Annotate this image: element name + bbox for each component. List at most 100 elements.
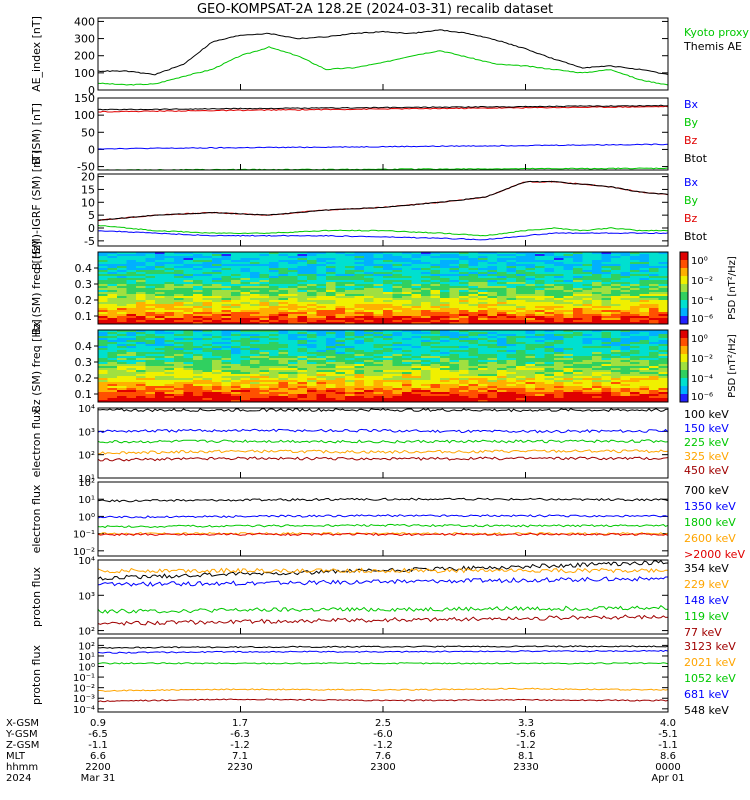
spectrogram-cell xyxy=(231,274,241,277)
spectrogram-cell xyxy=(658,374,669,377)
spectrogram-cell xyxy=(649,380,659,383)
spectrogram-cell xyxy=(354,370,365,373)
spectrogram-cell xyxy=(573,336,583,339)
spectrogram-cell xyxy=(288,306,298,309)
spectrogram-cell xyxy=(117,310,127,313)
spectrogram-cell xyxy=(145,366,156,369)
spectrogram-cell xyxy=(421,360,431,363)
spectrogram-cell xyxy=(202,382,213,385)
spectrogram-cell xyxy=(231,310,241,313)
spectrogram-cell xyxy=(411,280,422,283)
spectrogram-cell xyxy=(136,320,146,323)
spectrogram-cell xyxy=(544,376,555,379)
spectrogram-cell xyxy=(582,296,593,299)
spectrogram-cell xyxy=(649,268,659,271)
spectrogram-cell xyxy=(221,354,232,357)
spectrogram-cell xyxy=(316,400,327,403)
spectrogram-cell xyxy=(459,350,469,353)
spectrogram-cell xyxy=(240,310,251,313)
spectrogram-cell xyxy=(658,294,669,297)
spectrogram-cell xyxy=(630,346,640,349)
spectrogram-cell xyxy=(573,334,583,337)
spectrogram-cell xyxy=(155,360,165,363)
y-axis-label: B (SM)-IGRF (SM) [nT] xyxy=(30,150,43,270)
spectrogram-cell xyxy=(649,364,659,367)
spectrogram-cell xyxy=(468,342,479,345)
spectrogram-cell xyxy=(364,358,374,361)
spectrogram-cell xyxy=(392,364,403,367)
spectrogram-cell xyxy=(307,302,317,305)
spectrogram-cell xyxy=(544,392,555,395)
y-tick-label: 0.3 xyxy=(75,356,93,369)
spectrogram-cell xyxy=(649,290,659,293)
spectrogram-cell xyxy=(582,332,593,335)
spectrogram-cell xyxy=(335,346,346,349)
spectrogram-cell xyxy=(544,294,555,297)
spectrogram-cell xyxy=(373,288,384,291)
spectrogram-cell xyxy=(525,290,536,293)
spectrogram-cell xyxy=(516,344,526,347)
spectrogram-cell xyxy=(288,310,298,313)
spectrogram-cell xyxy=(117,288,127,291)
y-tick-label: 10² xyxy=(78,478,95,489)
spectrogram-cell xyxy=(611,378,621,381)
spectrogram-cell xyxy=(411,382,422,385)
spectrogram-cell xyxy=(430,332,441,335)
spectrogram-cell xyxy=(516,284,526,287)
spectrogram-cell xyxy=(145,296,156,299)
spectrogram-cell xyxy=(345,256,355,259)
spectrogram-cell xyxy=(126,300,137,303)
spectrogram-cell xyxy=(164,282,175,285)
y-tick-label: 10¹ xyxy=(78,474,95,485)
spectrogram-cell xyxy=(278,388,289,391)
spectrogram-cell xyxy=(582,322,593,325)
spectrogram-cell xyxy=(649,254,659,257)
spectrogram-cell xyxy=(411,352,422,355)
spectrogram-cell xyxy=(573,316,583,319)
spectrogram-cell xyxy=(364,272,374,275)
spectrogram-cell xyxy=(535,288,545,291)
spectrogram-cell xyxy=(231,316,241,319)
spectrogram-cell xyxy=(345,362,355,365)
spectrogram-cell xyxy=(231,306,241,309)
spectrogram-cell xyxy=(269,270,279,273)
spectrogram-cell xyxy=(345,258,355,261)
spectrogram-cell xyxy=(354,308,365,311)
spectrogram-cell xyxy=(639,276,650,279)
spectrogram-cell xyxy=(373,378,384,381)
spectrogram-cell xyxy=(364,336,374,339)
spectrogram-cell xyxy=(164,352,175,355)
spectrogram-cell xyxy=(392,344,403,347)
spectrogram-cell xyxy=(544,382,555,385)
spectrogram-cell xyxy=(183,354,194,357)
spectrogram-cell xyxy=(639,352,650,355)
spectrogram-cell xyxy=(212,348,222,351)
spectrogram-cell xyxy=(335,254,346,257)
spectrogram-cell xyxy=(573,262,583,265)
spectrogram-cell xyxy=(421,350,431,353)
spectrogram-cell xyxy=(449,386,460,389)
colorbar-swatch xyxy=(680,252,688,261)
spectrogram-cell xyxy=(392,394,403,397)
spectrogram-cell xyxy=(516,260,526,263)
spectrogram-cell xyxy=(630,304,640,307)
spectrogram-cell xyxy=(117,334,127,337)
spectrogram-cell xyxy=(202,320,213,323)
spectrogram-cell xyxy=(250,356,260,359)
spectrogram-cell xyxy=(592,256,602,259)
spectrogram-cell xyxy=(468,320,479,323)
spectrogram-cell xyxy=(335,258,346,261)
legend-label: 1052 keV xyxy=(684,672,736,685)
spectrogram-cell xyxy=(326,296,336,299)
spectrogram-cell xyxy=(563,316,574,319)
spectrogram-cell xyxy=(478,296,488,299)
spectrogram-cell xyxy=(563,310,574,313)
spectrogram-cell xyxy=(231,350,241,353)
spectrogram-cell xyxy=(563,368,574,371)
spectrogram-cell xyxy=(136,376,146,379)
spectrogram-cell xyxy=(145,266,156,269)
spectrogram-cell xyxy=(250,274,260,277)
spectrogram-cell xyxy=(459,394,469,397)
spectrogram-cell xyxy=(307,400,317,403)
spectrogram-cell xyxy=(231,378,241,381)
